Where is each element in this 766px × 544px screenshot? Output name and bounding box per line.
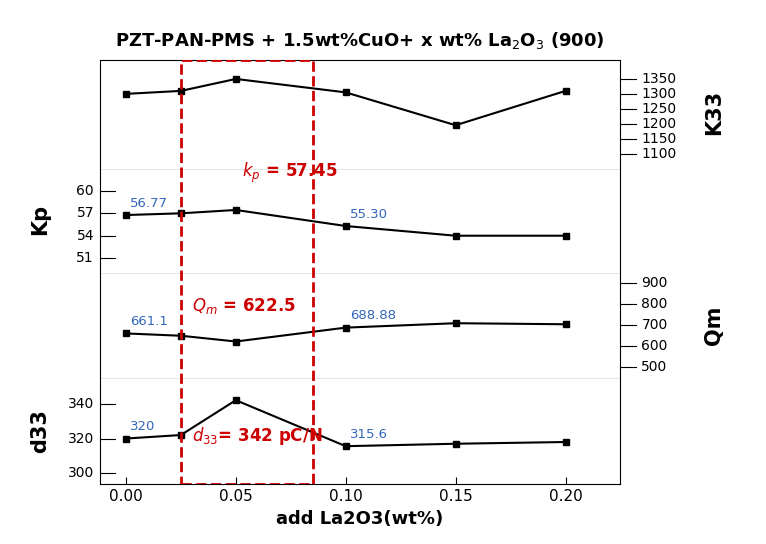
Text: 1150: 1150 [641,132,676,146]
Text: 60: 60 [77,184,94,198]
Text: $k_p$ = 57.45: $k_p$ = 57.45 [242,160,338,185]
Text: K33: K33 [704,90,724,135]
Text: 600: 600 [641,339,668,353]
Text: d33: d33 [30,409,50,453]
Text: 55.30: 55.30 [350,208,388,221]
Text: 800: 800 [641,298,668,311]
X-axis label: add La2O3(wt%): add La2O3(wt%) [277,510,444,528]
Title: PZT-PAN-PMS + 1.5wt%CuO+ x wt% La$_2$O$_3$ (900): PZT-PAN-PMS + 1.5wt%CuO+ x wt% La$_2$O$_… [115,30,605,51]
Text: 320: 320 [67,431,94,446]
Text: 315.6: 315.6 [350,428,388,441]
Text: 340: 340 [67,397,94,411]
Text: 700: 700 [641,318,668,332]
Text: 900: 900 [641,276,668,290]
Text: 1300: 1300 [641,87,676,101]
Text: 54: 54 [77,228,94,243]
Text: 1100: 1100 [641,146,676,160]
Text: 51: 51 [77,251,94,265]
Text: 320: 320 [130,420,155,433]
Bar [181,60,313,484]
Text: 1350: 1350 [641,72,676,86]
Text: 300: 300 [67,466,94,480]
Text: Kp: Kp [30,203,50,234]
Text: 57: 57 [77,206,94,220]
Text: 1250: 1250 [641,102,676,116]
Text: Qm: Qm [704,305,724,345]
Text: 661.1: 661.1 [130,315,168,328]
Text: 56.77: 56.77 [130,197,168,209]
Text: 1200: 1200 [641,117,676,131]
Text: 500: 500 [641,360,668,374]
Text: $Q_m$ = 622.5: $Q_m$ = 622.5 [192,296,296,317]
Text: 688.88: 688.88 [350,310,396,322]
Text: $d_{33}$= 342 pC/N: $d_{33}$= 342 pC/N [192,425,322,447]
